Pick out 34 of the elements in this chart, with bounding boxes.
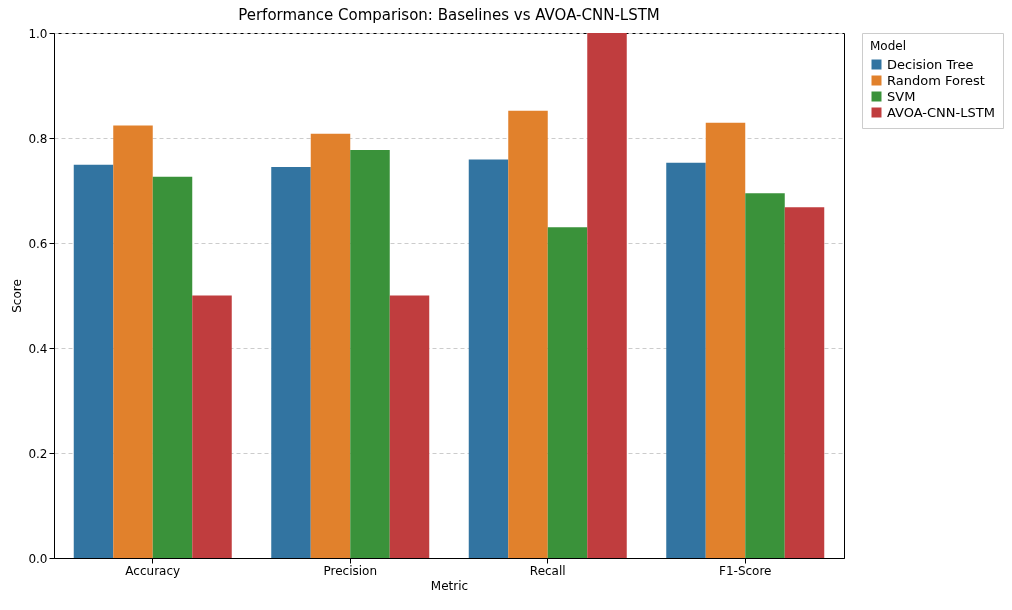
y-axis-title: Score: [10, 279, 25, 313]
bar: [705, 122, 746, 558]
bar: [666, 162, 706, 558]
y-tick-label: 0.0: [28, 551, 48, 566]
legend-label: Random Forest: [887, 72, 985, 88]
x-tick-label: F1-Score: [719, 563, 772, 578]
legend-title: Model: [870, 39, 907, 53]
legend-label: Decision Tree: [887, 56, 974, 72]
y-tick-label: 0.6: [28, 236, 48, 251]
legend-label: AVOA-CNN-LSTM: [887, 104, 995, 120]
bar: [389, 295, 430, 558]
bar: [310, 133, 351, 558]
y-tick-label: 0.8: [28, 131, 48, 146]
chart-title: Performance Comparison: Baselines vs AVOA-CNN-LSTM: [238, 6, 660, 24]
bar: [587, 33, 627, 558]
bar: [350, 150, 390, 558]
bar: [152, 176, 193, 558]
bar: [547, 227, 588, 558]
bar: [113, 125, 153, 558]
bar: [784, 207, 825, 558]
legend-label: SVM: [887, 88, 916, 104]
y-tick-label: 0.2: [28, 446, 48, 461]
x-tick-label: Recall: [529, 563, 566, 578]
bar: [271, 166, 311, 558]
y-tick-label: 1.0: [28, 26, 48, 41]
bar: [73, 164, 114, 558]
y-tick-label: 0.4: [28, 341, 48, 356]
bar: [745, 193, 785, 558]
x-axis-title: Metric: [430, 578, 469, 593]
bar: [192, 295, 232, 558]
bar: [508, 110, 548, 558]
bar: [468, 159, 509, 558]
x-tick-label: Accuracy: [125, 563, 181, 578]
x-tick-label: Precision: [323, 563, 378, 578]
